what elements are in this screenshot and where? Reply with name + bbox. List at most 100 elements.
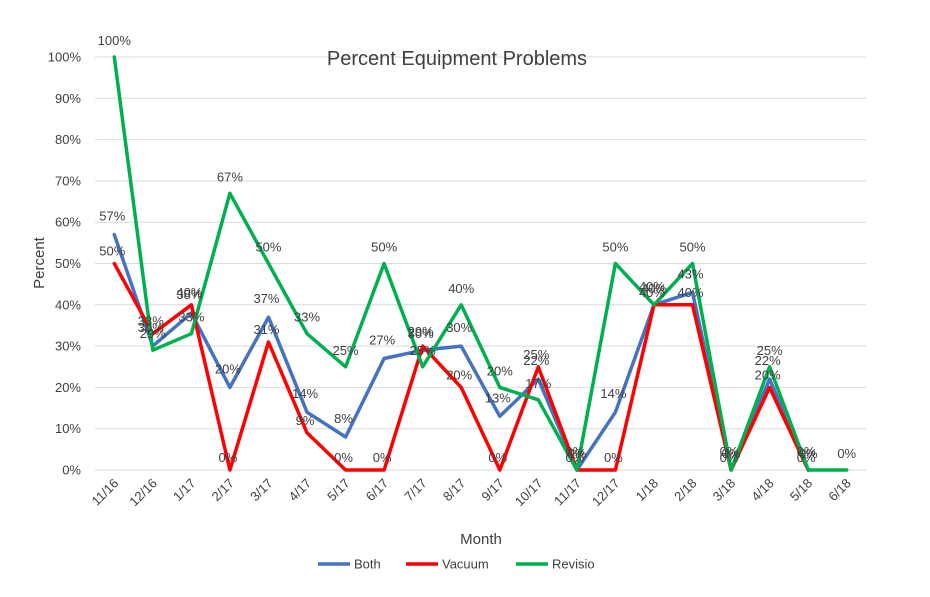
x-tick-label: 9/17 (478, 476, 507, 505)
x-tick-label: 5/18 (787, 476, 816, 505)
data-label-revisio: 67% (217, 169, 243, 184)
x-tick-label: 7/17 (401, 476, 430, 505)
x-tick-label: 8/17 (440, 476, 469, 505)
x-tick-label: 5/17 (324, 476, 353, 505)
data-label-both: 14% (600, 386, 626, 401)
x-tick-label: 1/17 (170, 476, 199, 505)
y-tick-label: 30% (55, 339, 81, 354)
legend-item-both: Both (318, 557, 381, 572)
data-label-both: 22% (523, 353, 549, 368)
data-label-both: 57% (99, 209, 125, 224)
data-label-revisio: 50% (371, 240, 397, 255)
data-label-revisio: 0% (722, 446, 741, 461)
legend-item-vacuum: Vacuum (406, 557, 489, 572)
data-label-revisio: 25% (333, 343, 359, 358)
series-line-revisio (112, 55, 849, 472)
data-label-vacuum: 40% (639, 285, 665, 300)
data-label-vacuum: 33% (138, 314, 164, 329)
data-label-revisio: 0% (837, 446, 856, 461)
x-tick-label: 11/16 (88, 476, 121, 509)
data-label-both: 22% (755, 353, 781, 368)
data-label-both: 30% (446, 320, 472, 335)
data-label-vacuum: 0% (604, 450, 623, 465)
x-tick-label: 12/17 (589, 476, 623, 510)
data-label-both: 0% (797, 444, 816, 459)
data-label-revisio: 33% (294, 310, 320, 325)
y-tick-label: 50% (55, 256, 81, 271)
y-axis-title: Percent (31, 236, 48, 289)
data-label-both: 29% (408, 324, 434, 339)
y-tick-label: 70% (55, 173, 81, 188)
data-label-both: 40% (639, 279, 665, 294)
data-label-vacuum: 20% (446, 367, 472, 382)
x-tick-label: 3/18 (710, 476, 739, 505)
data-label-revisio: 17% (525, 376, 551, 391)
data-label-revisio: 40% (448, 281, 474, 296)
y-tick-label: 100% (48, 50, 82, 65)
data-label-revisio: 50% (602, 240, 628, 255)
x-tick-label: 2/17 (209, 476, 238, 505)
data-label-revisio: 25% (757, 343, 783, 358)
x-tick-label: 4/17 (286, 476, 315, 505)
y-tick-label: 10% (55, 421, 81, 436)
y-tick-labels: 0% 10% 20% 30% 40% 50% 60% 70% 80% 90% 100% (48, 50, 82, 478)
data-label-revisio: 100% (98, 33, 132, 48)
x-tick-label: 6/17 (363, 476, 392, 505)
data-label-vacuum: 20% (755, 367, 781, 382)
x-tick-label: 6/18 (825, 476, 854, 505)
data-label-vacuum: 25% (523, 347, 549, 362)
x-tick-label: 1/18 (633, 476, 662, 505)
x-tick-labels: 11/16 12/16 1/17 2/17 3/17 4/17 5/17 6/17 7/17 8/… (88, 476, 853, 510)
data-label-both: 0% (565, 444, 584, 459)
data-label-vacuum: 31% (253, 322, 279, 337)
data-label-revisio: 0% (799, 446, 818, 461)
legend: Both Vacuum Revisio (318, 557, 595, 572)
data-label-vacuum: 0% (373, 450, 392, 465)
data-label-revisio: 25% (410, 343, 436, 358)
y-tick-label: 0% (62, 463, 81, 478)
legend-item-revisio: Revisio (516, 557, 595, 572)
data-label-vacuum: 0% (334, 450, 353, 465)
data-label-both: 8% (334, 411, 353, 426)
data-label-vacuum: 9% (296, 413, 315, 428)
data-label-both: 14% (292, 386, 318, 401)
data-label-revisio: 50% (680, 240, 706, 255)
data-label-revisio: 0% (567, 446, 586, 461)
data-label-revisio: 29% (140, 326, 166, 341)
x-tick-label: 4/18 (748, 476, 777, 505)
y-tick-label: 60% (55, 215, 81, 230)
y-tick-label: 40% (55, 297, 81, 312)
chart-title: Percent Equipment Problems (327, 48, 587, 70)
x-tick-label: 11/17 (551, 476, 584, 509)
data-labels: 57%30%38%20%37%14%8%27%29% 30%13%22%0%14%… (98, 33, 857, 465)
data-label-revisio: 33% (178, 310, 204, 325)
data-label-vacuum: 40% (678, 285, 704, 300)
data-label-vacuum: 50% (99, 244, 125, 259)
data-label-vacuum: 30% (408, 326, 434, 341)
data-label-both: 43% (678, 266, 704, 281)
data-label-vacuum: 0% (488, 450, 507, 465)
x-tick-label: 12/16 (126, 476, 160, 510)
data-label-vacuum: 0% (720, 450, 739, 465)
data-label-both: 13% (485, 390, 511, 405)
data-label-both: 38% (176, 287, 202, 302)
legend-label: Revisio (552, 557, 595, 572)
x-axis-title: Month (460, 531, 502, 548)
y-tick-label: 80% (55, 132, 81, 147)
y-tick-label: 20% (55, 380, 81, 395)
data-label-revisio: 50% (255, 240, 281, 255)
series-line-vacuum (112, 261, 810, 472)
x-tick-label: 3/17 (247, 476, 276, 505)
series-line-both (112, 232, 810, 472)
data-label-both: 30% (138, 320, 164, 335)
legend-label: Vacuum (442, 557, 489, 572)
data-label-revisio: 40% (641, 281, 667, 296)
data-label-both: 20% (215, 361, 241, 376)
data-label-vacuum: 40% (176, 285, 202, 300)
data-label-both: 37% (253, 291, 279, 306)
data-label-revisio: 20% (487, 363, 513, 378)
data-label-vacuum: 0% (565, 450, 584, 465)
legend-label: Both (354, 557, 381, 572)
